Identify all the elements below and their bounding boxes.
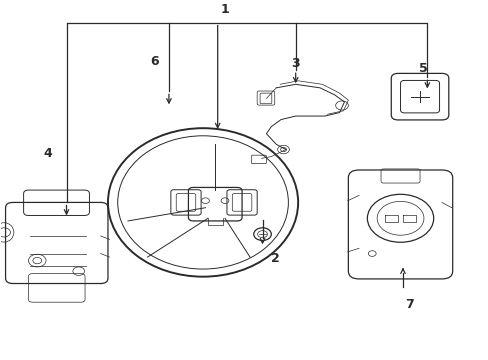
Text: 4: 4 [43,147,52,159]
Text: 1: 1 [220,3,229,15]
Text: 2: 2 [271,252,280,265]
Text: 5: 5 [418,62,427,75]
Text: 6: 6 [150,55,159,68]
Text: 7: 7 [405,298,413,311]
Text: 3: 3 [290,57,299,70]
